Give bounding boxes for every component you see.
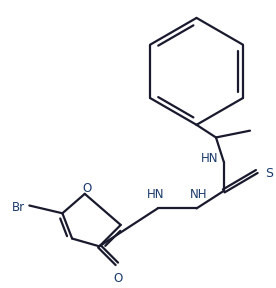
Text: O: O	[82, 183, 91, 196]
Text: Br: Br	[12, 201, 25, 214]
Text: O: O	[113, 272, 123, 285]
Text: HN: HN	[200, 152, 218, 165]
Text: NH: NH	[190, 188, 207, 201]
Text: S: S	[266, 167, 274, 180]
Text: HN: HN	[147, 188, 164, 201]
